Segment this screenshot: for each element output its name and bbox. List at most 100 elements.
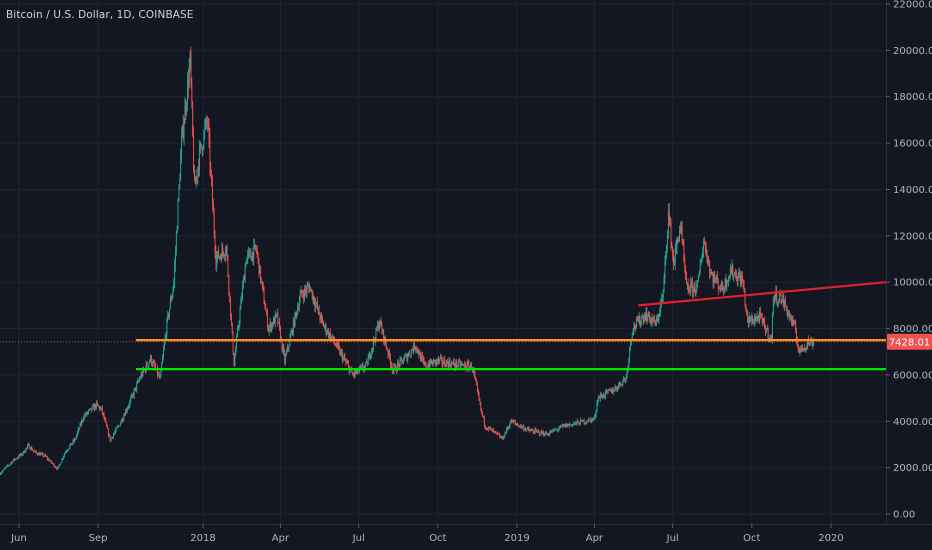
candle xyxy=(625,374,627,383)
chart-title: Bitcoin / U.S. Dollar, 1D, COINBASE xyxy=(6,9,194,21)
candle xyxy=(749,316,751,324)
candle xyxy=(218,255,220,261)
candle xyxy=(255,244,257,254)
candle xyxy=(210,161,212,178)
candle xyxy=(37,452,39,457)
candle xyxy=(190,46,192,89)
candle xyxy=(791,315,793,327)
candle xyxy=(236,325,238,338)
candle xyxy=(193,126,194,174)
candle xyxy=(407,353,409,364)
candle xyxy=(156,364,158,379)
candle xyxy=(575,421,576,426)
candle xyxy=(46,455,48,461)
candle xyxy=(27,442,29,446)
candle xyxy=(1,471,3,475)
candle xyxy=(90,407,92,413)
candle xyxy=(797,344,799,353)
candle xyxy=(9,463,11,466)
candle xyxy=(521,426,523,430)
candle xyxy=(441,356,443,368)
candle xyxy=(529,428,531,432)
candle xyxy=(346,358,348,364)
candle xyxy=(400,356,402,362)
candle xyxy=(649,316,651,325)
candle xyxy=(733,275,735,282)
candle xyxy=(633,321,635,336)
candle xyxy=(501,435,503,440)
candle xyxy=(595,409,597,418)
candle xyxy=(215,245,217,271)
candle xyxy=(406,353,408,362)
candle xyxy=(771,333,773,340)
candle xyxy=(220,253,222,264)
candle xyxy=(28,443,30,449)
candle xyxy=(477,388,479,397)
candle xyxy=(559,425,561,429)
candle xyxy=(535,427,537,432)
candle xyxy=(619,381,621,388)
candle xyxy=(653,316,655,322)
candle xyxy=(525,428,527,433)
candle xyxy=(277,308,279,327)
candle xyxy=(117,424,119,429)
candle xyxy=(439,353,441,360)
candle xyxy=(250,256,252,261)
candle xyxy=(740,270,742,288)
candle xyxy=(636,316,637,329)
candle xyxy=(249,248,251,258)
candle xyxy=(708,256,710,266)
candle xyxy=(108,433,110,437)
candle xyxy=(306,282,308,298)
candle xyxy=(264,300,266,309)
candle xyxy=(213,207,215,239)
candle xyxy=(672,245,674,262)
candle xyxy=(21,452,22,456)
candle xyxy=(153,359,155,364)
candle xyxy=(397,360,399,368)
candle xyxy=(285,349,287,357)
candle xyxy=(736,276,738,286)
candle xyxy=(179,173,181,190)
candle xyxy=(498,432,500,435)
candle xyxy=(368,351,370,359)
candle xyxy=(452,362,453,365)
candle xyxy=(301,290,303,298)
candle xyxy=(561,424,563,427)
candle xyxy=(551,430,553,433)
candle xyxy=(183,117,185,146)
candle xyxy=(62,458,64,460)
candle xyxy=(22,451,24,456)
candle xyxy=(29,447,31,450)
candle xyxy=(539,433,541,436)
candle xyxy=(132,393,133,398)
candle xyxy=(433,359,435,363)
candle xyxy=(115,426,117,433)
candle xyxy=(334,336,336,346)
candle xyxy=(556,428,558,433)
candle xyxy=(272,321,274,329)
candle xyxy=(759,307,761,325)
candle xyxy=(2,469,4,473)
candle xyxy=(191,77,193,109)
candle xyxy=(427,360,429,369)
candle xyxy=(182,114,184,142)
candle xyxy=(432,360,434,368)
candle xyxy=(165,331,167,340)
candle xyxy=(729,263,731,279)
candle xyxy=(476,378,477,386)
candle xyxy=(752,315,754,325)
candle xyxy=(490,428,492,431)
candle xyxy=(713,271,715,289)
candle xyxy=(38,452,40,456)
candle xyxy=(74,437,76,443)
candle xyxy=(667,230,668,253)
candle xyxy=(372,335,374,352)
candle xyxy=(318,304,320,316)
grid-layer xyxy=(0,0,886,524)
candle xyxy=(283,343,285,356)
candle xyxy=(275,314,277,319)
candle xyxy=(544,432,545,437)
